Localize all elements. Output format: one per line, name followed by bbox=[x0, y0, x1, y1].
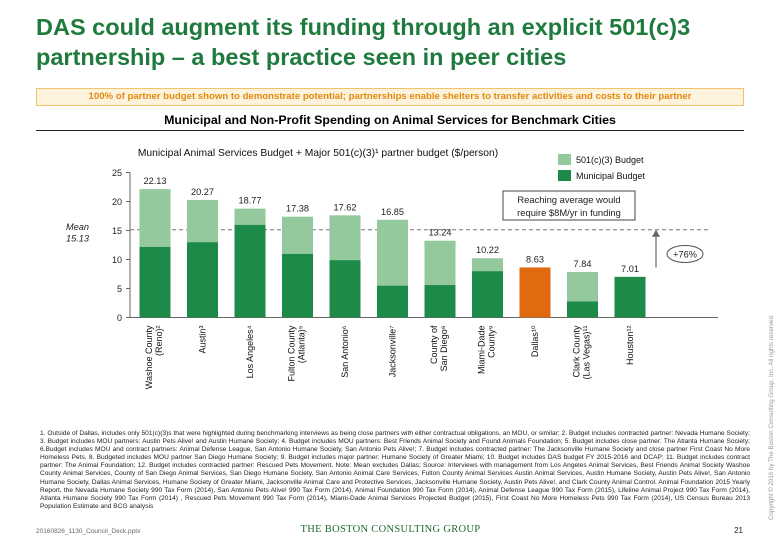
mean-label: Mean bbox=[66, 222, 89, 232]
bar-municipal bbox=[567, 301, 598, 318]
footnotes: 1. Outside of Dallas, includes only 501(… bbox=[40, 430, 750, 510]
annotation-line-2: require $8M/yr in funding bbox=[517, 207, 621, 218]
bcg-logo: THE BOSTON CONSULTING GROUP bbox=[300, 524, 481, 535]
bar-total-label: 17.38 bbox=[286, 204, 309, 214]
bar-municipal bbox=[282, 253, 313, 318]
bar-total-label: 22.13 bbox=[144, 176, 167, 186]
stacked-bar-chart: Municipal Animal Services Budget + Major… bbox=[66, 148, 718, 389]
bar-total-label: 16.85 bbox=[381, 207, 404, 217]
bar-municipal bbox=[614, 276, 646, 318]
increase-label: +76% bbox=[673, 250, 697, 260]
page-number: 21 bbox=[734, 526, 743, 535]
bar-total-label: 8.63 bbox=[526, 254, 544, 264]
y-tick-label: 5 bbox=[117, 284, 122, 294]
bar-total-label: 18.77 bbox=[239, 196, 262, 206]
chart-subtitle: Municipal and Non-Profit Spending on Ani… bbox=[36, 110, 744, 131]
legend-label: 501(c)(3) Budget bbox=[576, 155, 644, 165]
increase-arrow-head bbox=[652, 229, 660, 237]
bar-total-label: 13.24 bbox=[429, 228, 452, 238]
bar-total-label: 7.84 bbox=[574, 259, 592, 269]
bar-partner bbox=[139, 189, 171, 247]
footer-filename: 20160826_1130_Council_Deck.pptx bbox=[36, 528, 141, 535]
x-category-label: San Antonio⁶ bbox=[340, 325, 350, 378]
copyright-notice: Copyright © 2016 by The Boston Consultin… bbox=[768, 314, 775, 520]
x-category-label: Miami-DadeCounty⁹ bbox=[477, 325, 497, 374]
bar-partner bbox=[329, 215, 361, 261]
bar-total-label: 17.62 bbox=[334, 202, 357, 212]
bar-municipal bbox=[424, 285, 456, 318]
x-category-label: County ofSan Diego⁸ bbox=[429, 325, 449, 371]
page-title: DAS could augment its funding through an… bbox=[36, 12, 736, 72]
mean-value-label: 15.13 bbox=[66, 234, 90, 244]
bar-municipal bbox=[472, 271, 503, 318]
legend-swatch bbox=[558, 170, 571, 181]
bar-municipal bbox=[139, 246, 171, 318]
annotation-box bbox=[502, 190, 636, 221]
y-tick-label: 15 bbox=[112, 226, 122, 236]
bar-partner bbox=[282, 216, 313, 254]
x-category-label: Jacksonville⁷ bbox=[388, 326, 398, 378]
bar-total-label: 20.27 bbox=[191, 187, 214, 197]
legend-label: Municipal Budget bbox=[576, 171, 646, 181]
bar-municipal bbox=[377, 285, 408, 318]
bar-municipal bbox=[329, 260, 361, 318]
y-tick-label: 0 bbox=[117, 313, 122, 323]
y-tick-label: 25 bbox=[112, 168, 122, 178]
bar-municipal bbox=[187, 242, 218, 318]
y-tick-label: 10 bbox=[112, 255, 122, 265]
x-category-label: Clark County(Las Vegas)¹¹ bbox=[572, 325, 592, 380]
bar-municipal bbox=[519, 267, 551, 318]
title-line-2: partnership – a best practice seen in pe… bbox=[36, 44, 567, 70]
y-tick-label: 20 bbox=[112, 197, 122, 207]
bar-partner bbox=[187, 199, 218, 243]
bar-partner bbox=[424, 240, 456, 286]
annotation-line-1: Reaching average would bbox=[517, 194, 620, 205]
increase-callout bbox=[666, 245, 704, 263]
legend-swatch bbox=[558, 154, 571, 165]
bar-municipal bbox=[234, 224, 266, 318]
bar-partner bbox=[472, 258, 503, 272]
key-message-banner: 100% of partner budget shown to demonstr… bbox=[36, 88, 744, 106]
title-line-1: DAS could augment its funding through an… bbox=[36, 14, 691, 40]
x-category-label: Washoe County(Reno)² bbox=[144, 325, 164, 389]
x-category-label: Dallas¹⁰ bbox=[530, 325, 540, 357]
bar-partner bbox=[567, 272, 598, 302]
x-category-label: Houston¹² bbox=[625, 325, 635, 365]
x-category-label: Austin³ bbox=[198, 326, 208, 354]
chart-title: Municipal Animal Services Budget + Major… bbox=[138, 148, 498, 159]
bar-total-label: 7.01 bbox=[621, 264, 639, 274]
bar-partner bbox=[377, 219, 408, 286]
bar-partner bbox=[234, 208, 266, 225]
bar-total-label: 10.22 bbox=[476, 245, 499, 255]
x-category-label: Fulton County(Atlanta)⁵ bbox=[287, 325, 307, 382]
x-category-label: Los Angeles⁴ bbox=[245, 325, 255, 378]
